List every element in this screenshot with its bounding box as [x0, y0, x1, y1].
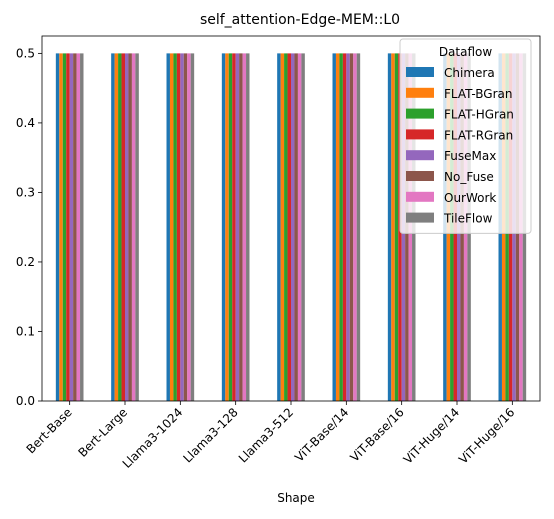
bar-flat-rgran-4	[287, 53, 291, 401]
bar-fusemax-0	[69, 53, 74, 401]
legend-swatch	[406, 108, 434, 119]
bar-tileflow-2	[190, 53, 195, 401]
bar-fusemax-4	[291, 53, 295, 401]
bar-no-fuse-2	[183, 53, 188, 401]
bar-flat-bgran-5	[335, 53, 340, 401]
legend-label: FLAT-RGran	[444, 128, 513, 142]
bar-ourwork-1	[131, 53, 136, 401]
bar-chimera-4	[277, 53, 281, 401]
chart-title: self_attention-Edge-MEM::L0	[200, 12, 400, 28]
bar-no-fuse-5	[349, 53, 354, 401]
y-tick-label: 0.0	[16, 394, 35, 408]
bar-flat-bgran-1	[114, 53, 119, 401]
legend-swatch	[406, 212, 434, 223]
x-tick-label: Bert-Base	[24, 405, 75, 456]
y-tick-label: 0.4	[16, 116, 35, 130]
x-tick-label: Bert-Large	[75, 405, 130, 460]
legend-box	[399, 38, 532, 234]
bar-chimera-1	[111, 53, 115, 401]
bar-flat-hgran-5	[339, 53, 343, 401]
bar-no-fuse-0	[73, 53, 77, 401]
bar-tileflow-3	[246, 53, 250, 401]
legend-label: Chimera	[444, 66, 495, 80]
x-tick-label: ViT-Huge/14	[401, 405, 462, 466]
bar-chimera-5	[332, 53, 336, 401]
bar-fusemax-3	[235, 53, 240, 401]
bar-tileflow-5	[356, 53, 361, 401]
bar-flat-bgran-2	[169, 53, 174, 401]
bar-fusemax-2	[180, 53, 184, 401]
bar-flat-hgran-2	[173, 53, 177, 401]
bar-ourwork-3	[242, 53, 247, 401]
y-tick-label: 0.2	[16, 255, 35, 269]
legend-swatch	[406, 171, 434, 181]
legend-label: TileFlow	[443, 212, 493, 226]
bar-ourwork-4	[297, 53, 302, 401]
legend-label: No_Fuse	[444, 170, 494, 184]
y-tick-label: 0.3	[16, 185, 35, 199]
legend-label: OurWork	[444, 191, 496, 205]
bar-fusemax-1	[125, 53, 129, 401]
x-tick-label: ViT-Base/14	[292, 405, 351, 464]
bar-fusemax-5	[346, 53, 350, 401]
bar-ourwork-0	[76, 53, 81, 401]
bar-flat-hgran-4	[284, 53, 288, 401]
x-tick-label: ViT-Base/16	[347, 405, 406, 464]
legend-title: Dataflow	[439, 45, 493, 59]
bar-flat-bgran-3	[225, 53, 229, 401]
legend: Dataflow Chimera FLAT-BGran FLAT-HGran FLAT-…	[399, 38, 532, 234]
bar-ourwork-5	[353, 53, 357, 401]
bar-flat-hgran-0	[62, 53, 67, 401]
x-tick-label: ViT-Huge/16	[456, 405, 517, 466]
bar-no-fuse-1	[128, 53, 132, 401]
bar-chimera-0	[55, 53, 60, 401]
legend-swatch	[406, 67, 434, 77]
bar-flat-hgran-6	[394, 53, 399, 401]
bar-flat-bgran-0	[59, 53, 63, 401]
bar-chimera-2	[166, 53, 170, 401]
x-axis-label: Shape	[277, 491, 315, 505]
bar-flat-rgran-2	[176, 53, 181, 401]
legend-label: FLAT-HGran	[444, 108, 514, 122]
bar-tileflow-4	[301, 53, 305, 401]
legend-label: FLAT-BGran	[444, 87, 512, 101]
bar-tileflow-1	[135, 53, 139, 401]
bar-flat-rgran-1	[121, 53, 125, 401]
bar-flat-bgran-4	[280, 53, 285, 401]
bar-no-fuse-3	[239, 53, 243, 401]
bar-flat-bgran-6	[391, 53, 395, 401]
legend-swatch	[406, 150, 434, 161]
x-tick-label: Llama3-128	[180, 405, 240, 465]
y-tick-label: 0.5	[16, 46, 35, 60]
x-tick-label: Llama3-512	[236, 405, 296, 465]
bar-ourwork-2	[187, 53, 191, 401]
bar-no-fuse-4	[294, 53, 298, 401]
legend-swatch	[406, 191, 434, 202]
bar-tileflow-0	[80, 53, 84, 401]
bar-flat-hgran-3	[228, 53, 233, 401]
bar-chimera-6	[387, 53, 392, 401]
legend-swatch	[406, 87, 434, 98]
bar-flat-hgran-1	[118, 53, 122, 401]
bar-flat-rgran-0	[66, 53, 70, 401]
legend-label: FuseMax	[444, 149, 496, 163]
legend-swatch	[406, 129, 434, 140]
bar-flat-rgran-5	[342, 53, 347, 401]
bar-flat-rgran-3	[232, 53, 236, 401]
y-tick-label: 0.1	[16, 324, 35, 338]
bar-chimera-3	[221, 53, 226, 401]
